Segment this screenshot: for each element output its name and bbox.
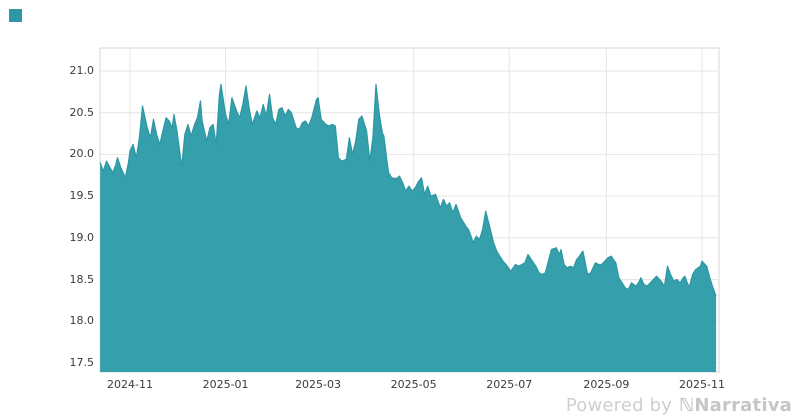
narrativa-logo-icon: ℕ: [679, 395, 695, 416]
area-fill: [100, 84, 717, 373]
narrativa-brand-name: Narrativa: [694, 395, 792, 416]
series-line: [99, 83, 717, 297]
y-axis-tick-label: 18.5: [69, 272, 95, 286]
brand-corner-square: [9, 9, 22, 22]
x-axis-tick-label: 2025-05: [390, 378, 437, 391]
y-axis-tick-label: 19.0: [69, 230, 95, 244]
y-axis-tick-label: 21.0: [69, 64, 95, 77]
x-axis-tick-label: 2025-01: [202, 378, 249, 391]
y-axis-tick-label: 20.5: [69, 105, 95, 119]
x-axis-tick-label: 2025-03: [295, 378, 342, 391]
y-axis-tick-label: 17.5: [69, 355, 95, 369]
x-axis-tick-label: 2025-11: [679, 378, 725, 391]
watermark: Powered by ℕNarrativa: [566, 395, 792, 416]
y-axis-tick-label: 18.0: [69, 314, 95, 328]
x-axis-tick-label: 2025-09: [583, 378, 630, 391]
x-axis-tick-label: 2024-11: [107, 378, 153, 391]
powered-by-label: Powered by: [565, 395, 673, 416]
y-axis-tick-label: 20.0: [69, 147, 95, 161]
x-axis-tick-label: 2025-07: [486, 378, 533, 391]
y-axis-tick-label: 19.5: [69, 189, 95, 203]
